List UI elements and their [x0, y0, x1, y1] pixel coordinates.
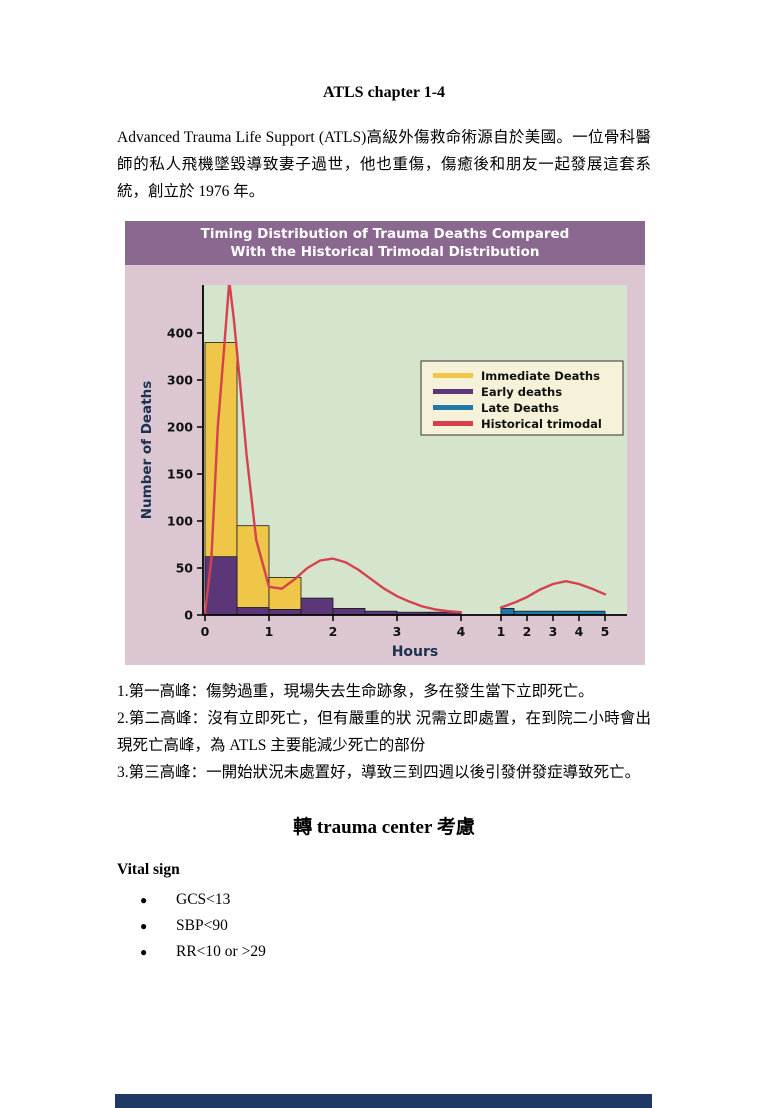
vital-sign-value: RR<10 or >29 — [176, 942, 266, 960]
svg-text:Late Deaths: Late Deaths — [481, 401, 559, 415]
vital-sign-list: ● GCS<13 ● SBP<90 ● RR<10 or >29 — [117, 887, 651, 965]
svg-text:3: 3 — [393, 624, 402, 639]
vital-sign-label: Vital sign — [117, 860, 180, 878]
svg-text:4: 4 — [457, 624, 466, 639]
svg-text:150: 150 — [167, 466, 193, 481]
bullet-icon: ● — [140, 944, 148, 959]
page-title: ATLS chapter 1-4 — [322, 84, 446, 101]
svg-text:1: 1 — [497, 624, 506, 639]
notes-block: 1.第一高峰：傷勢過重，現場失去生命跡象，多在發生當下立即死亡。 2.第二高峰：… — [117, 678, 651, 786]
chart-title: Timing Distribution of Trauma Deaths Com… — [125, 220, 645, 265]
section-heading: 轉 trauma center 考慮 — [293, 816, 475, 838]
note-second-peak: 2.第二高峰：沒有立即死亡，但有嚴重的狀 況需立即處置，在到院二小時會出現死亡高… — [117, 709, 651, 754]
svg-text:5: 5 — [601, 624, 610, 639]
list-item: ● GCS<13 — [117, 887, 651, 913]
vital-sign-value: SBP<90 — [176, 916, 228, 934]
svg-text:Hours: Hours — [392, 644, 439, 660]
note-third-peak: 3.第三高峰：一開始狀況未處置好，導致三到四週以後引發併發症導致死亡。 — [117, 763, 641, 781]
trauma-deaths-chart: 0 50 100 150 200 300 400 0 1 2 3 4 1 2 3 4 5 Hours Number … — [125, 264, 645, 665]
svg-text:2: 2 — [523, 624, 532, 639]
svg-text:Historical trimodal: Historical trimodal — [481, 417, 602, 431]
svg-text:4: 4 — [575, 624, 584, 639]
list-item: ● RR<10 or >29 — [117, 939, 651, 965]
note-first-peak: 1.第一高峰：傷勢過重，現場失去生命跡象，多在發生當下立即死亡。 — [117, 682, 594, 700]
svg-text:Early deaths: Early deaths — [481, 385, 562, 399]
trauma-chart-figure: Timing Distribution of Trauma Deaths Com… — [125, 220, 645, 665]
svg-text:0: 0 — [201, 624, 210, 639]
intro-paragraph: Advanced Trauma Life Support (ATLS)高級外傷救… — [117, 129, 651, 200]
svg-text:Number of Deaths: Number of Deaths — [139, 380, 155, 519]
svg-text:400: 400 — [167, 325, 193, 340]
svg-text:200: 200 — [167, 419, 193, 434]
svg-text:300: 300 — [167, 372, 193, 387]
table-header-bar — [115, 1094, 652, 1108]
svg-text:3: 3 — [549, 624, 558, 639]
bullet-icon: ● — [140, 918, 148, 933]
svg-text:1: 1 — [265, 624, 274, 639]
trauma-deaths-plot: 0 50 100 150 200 300 400 0 1 2 3 4 1 2 3 4 5 Hours Number … — [125, 264, 645, 665]
vital-sign-value: GCS<13 — [176, 890, 231, 908]
svg-text:2: 2 — [329, 624, 338, 639]
chart-title-line2: With the Historical Trimodal Distributio… — [230, 243, 540, 260]
list-item: ● SBP<90 — [117, 913, 651, 939]
bullet-icon: ● — [140, 892, 148, 907]
svg-text:Immediate Deaths: Immediate Deaths — [481, 369, 600, 383]
chart-title-line1: Timing Distribution of Trauma Deaths Com… — [200, 225, 570, 242]
svg-text:100: 100 — [167, 513, 193, 528]
svg-text:0: 0 — [184, 607, 193, 622]
svg-text:50: 50 — [176, 560, 194, 575]
document-page: ATLS chapter 1-4 Advanced Trauma Life Su… — [0, 84, 768, 965]
